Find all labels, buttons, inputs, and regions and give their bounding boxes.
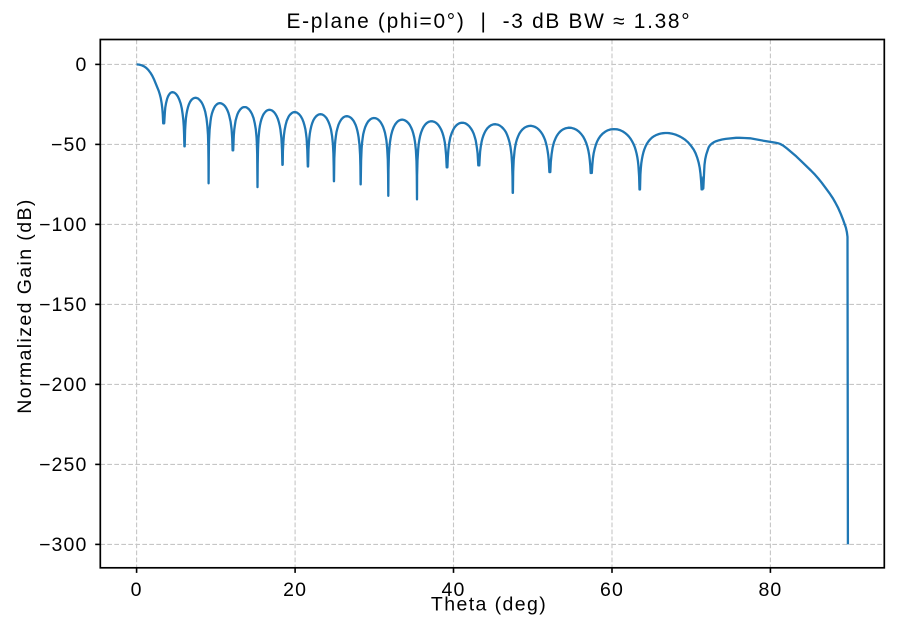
svg-text:0: 0 [131,579,143,601]
svg-text:60: 60 [600,579,624,601]
svg-text:0: 0 [75,54,87,76]
svg-text:−250: −250 [39,454,87,476]
svg-text:Theta (deg): Theta (deg) [431,594,547,616]
svg-text:−100: −100 [39,214,87,236]
svg-text:−300: −300 [39,534,87,556]
svg-text:Normalized Gain (dB): Normalized Gain (dB) [14,198,36,413]
svg-text:−50: −50 [51,134,87,156]
svg-text:−200: −200 [39,374,87,396]
svg-text:E-plane (phi=0°) | -3 dB BW: E-plane (phi=0°) | -3 dB BW ≈ 1.38° [287,10,692,33]
svg-text:20: 20 [283,579,307,601]
svg-text:80: 80 [758,579,782,601]
svg-text:40: 40 [442,579,466,601]
svg-text:−150: −150 [39,294,87,316]
